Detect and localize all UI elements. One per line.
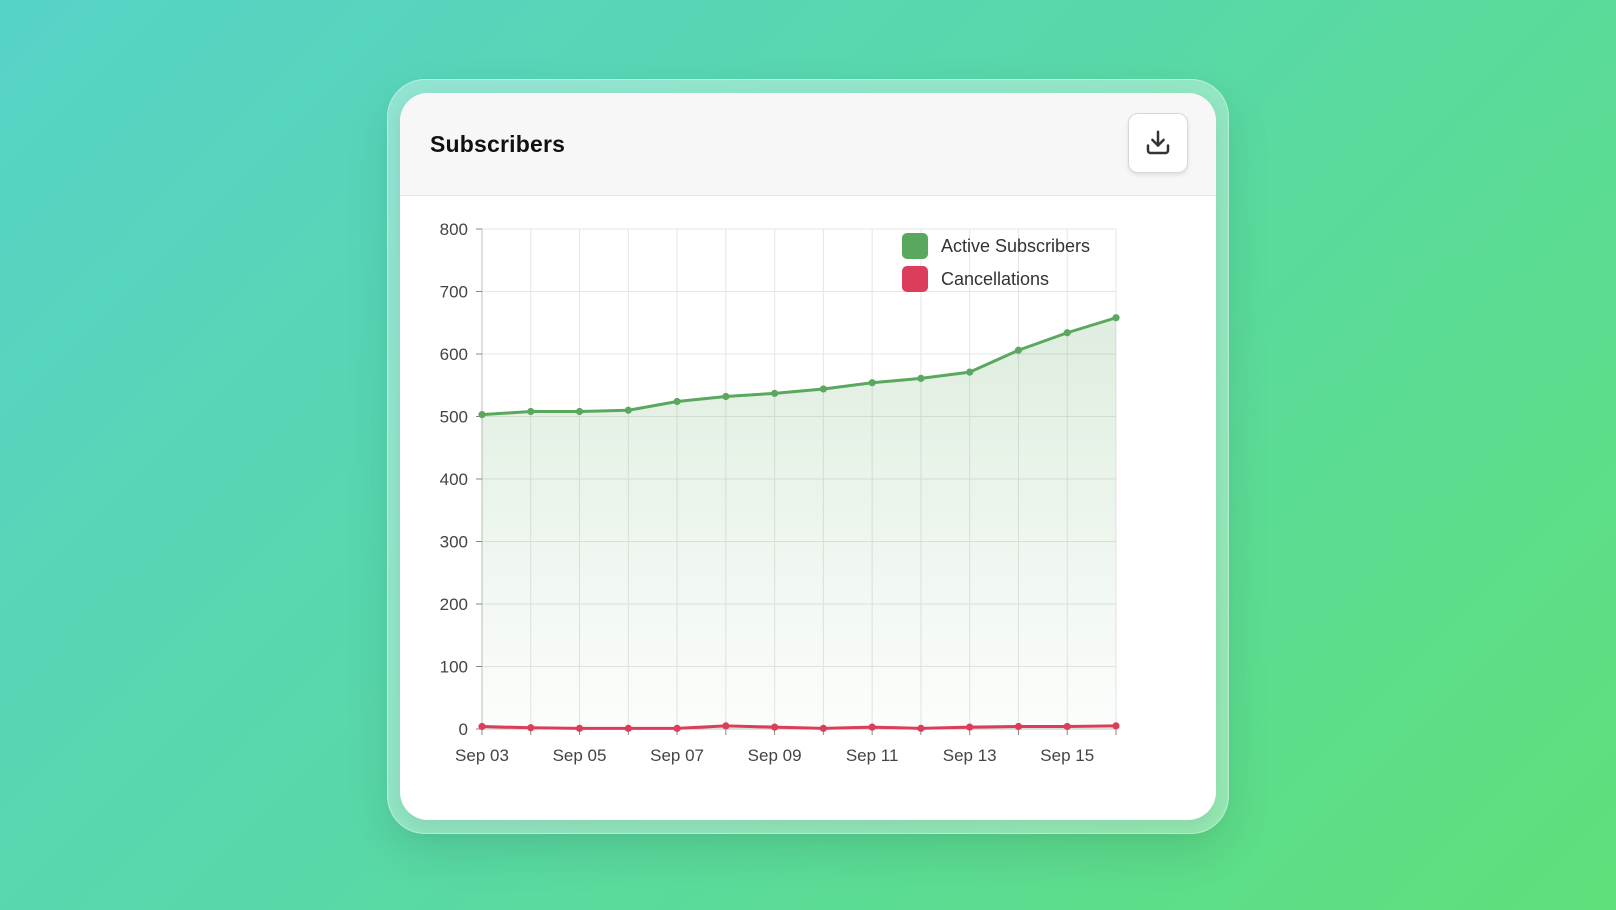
y-tick-label: 800 <box>440 220 468 239</box>
data-point <box>624 724 632 732</box>
data-point <box>478 411 486 419</box>
y-tick-label: 0 <box>459 720 468 739</box>
y-tick-label: 400 <box>440 470 468 489</box>
data-point <box>917 374 925 382</box>
data-point <box>1063 329 1071 337</box>
data-point <box>1112 722 1120 730</box>
subscribers-chart: 0 100 200 300 400 500 600 700 800 Sep 03 Sep 05 Sep… <box>440 220 1120 765</box>
data-point <box>868 379 876 387</box>
data-point <box>771 723 779 731</box>
data-point <box>575 724 584 732</box>
data-point <box>624 406 632 414</box>
subscribers-card: Subscribers 0 100 200 300 400 500 600 700 800 Sep… <box>400 93 1216 820</box>
data-point <box>1063 722 1071 731</box>
y-tick-label: 200 <box>440 595 468 614</box>
y-tick-label: 500 <box>440 408 468 427</box>
data-point <box>527 407 535 416</box>
x-tick-label: Sep 13 <box>943 746 997 765</box>
data-point <box>819 724 827 732</box>
data-point <box>673 397 681 406</box>
x-tick-label: Sep 11 <box>846 746 899 765</box>
chart-area: 0 100 200 300 400 500 600 700 800 Sep 03 Sep 05 Sep… <box>400 196 1216 820</box>
data-point <box>722 722 730 730</box>
download-button[interactable] <box>1128 113 1188 173</box>
data-point <box>1112 314 1120 322</box>
y-tick-label: 100 <box>440 658 468 677</box>
x-tick-label: Sep 09 <box>748 746 802 765</box>
x-tick-label: Sep 07 <box>650 746 704 765</box>
data-point <box>478 722 486 731</box>
data-point <box>1014 722 1023 731</box>
data-point <box>819 385 827 393</box>
data-point <box>575 407 584 416</box>
legend-label: Cancellations <box>941 269 1049 289</box>
legend-swatch <box>902 233 928 259</box>
x-tick-label: Sep 15 <box>1040 746 1094 765</box>
data-point <box>722 392 730 401</box>
x-tick-label: Sep 03 <box>455 746 509 765</box>
x-tick-label: Sep 05 <box>553 746 607 765</box>
data-point <box>966 368 974 376</box>
y-tick-label: 300 <box>440 533 468 552</box>
download-icon <box>1146 130 1170 155</box>
data-point <box>966 723 974 731</box>
y-tick-label: 600 <box>440 345 468 364</box>
legend-swatch <box>902 266 928 292</box>
series-line-0 <box>480 316 1118 417</box>
legend-label: Active Subscribers <box>941 236 1090 256</box>
series-area-0 <box>482 317 1116 729</box>
data-point <box>673 724 681 732</box>
y-tick-label: 700 <box>440 283 468 302</box>
data-point <box>1014 346 1023 354</box>
data-point <box>917 724 925 732</box>
data-point <box>771 389 779 397</box>
card-header: Subscribers <box>400 93 1216 196</box>
data-point <box>868 723 876 731</box>
card-title: Subscribers <box>430 131 566 157</box>
series-line-1 <box>480 724 1118 730</box>
data-point <box>527 724 535 732</box>
